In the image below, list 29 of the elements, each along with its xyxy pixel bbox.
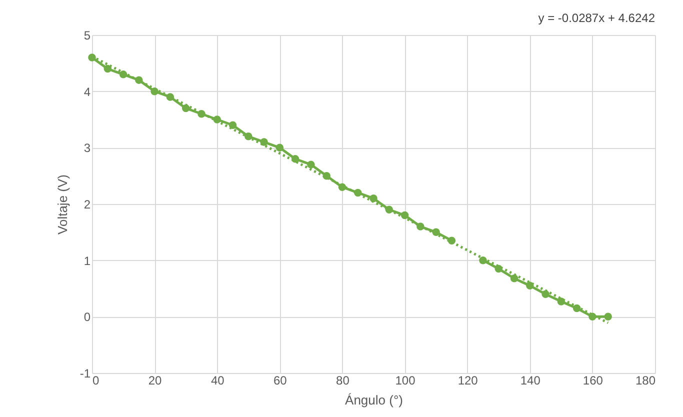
point [276, 144, 284, 152]
point [307, 160, 315, 168]
point [370, 194, 378, 202]
text: y = -0.0287x + 4.6242 [538, 11, 656, 25]
x-tick-label: 80 [336, 374, 350, 388]
y-tick-label: -1 [80, 366, 91, 380]
x-axis-title: Ángulo (°) [345, 392, 403, 408]
point [104, 64, 112, 73]
y-tick-label: 1 [84, 254, 91, 268]
point [228, 121, 237, 129]
y-tick-label: 4 [84, 84, 91, 99]
y-tick-label: 5 [84, 28, 91, 42]
y-axis-title: Voltaje (V) [54, 174, 70, 234]
point [542, 290, 550, 298]
point [604, 312, 612, 321]
x-tick-label: 20 [148, 374, 162, 388]
x-tick-label: 0 [92, 374, 100, 388]
x-tick-label: 60 [273, 374, 288, 388]
y-tick-label: 3 [84, 141, 91, 156]
point [182, 104, 190, 112]
x-tick-label: 40 [210, 374, 225, 388]
y-tick-label: 2 [84, 198, 91, 212]
x-tick-label: 180 [635, 374, 656, 388]
x-tick-label: 100 [395, 374, 416, 388]
x-tick-label: 160 [582, 374, 604, 388]
x-tick-label: 120 [458, 374, 478, 388]
point [510, 274, 518, 282]
y-tick-label: 0 [84, 310, 91, 324]
x-tick-label: 140 [520, 374, 541, 388]
